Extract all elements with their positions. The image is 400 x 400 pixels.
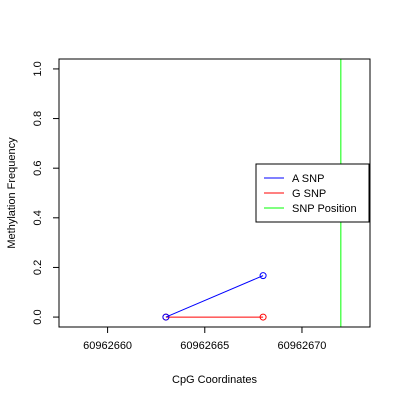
legend-label-a-snp: A SNP [292,173,324,185]
y-axis: 0.0 0.2 0.4 0.6 0.8 1.0 [32,61,60,325]
legend-label-snp-position: SNP Position [292,203,357,215]
a-snp-line [165,275,264,318]
y-tick-label: 0.8 [32,111,44,126]
y-tick-label: 0.6 [32,161,44,176]
a-snp-point [162,313,170,321]
legend: A SNP G SNP SNP Position [255,163,370,223]
x-tick-label: 60962660 [83,340,132,352]
y-axis-label: Methylation Frequency [6,137,18,249]
x-tick-label: 60962665 [180,340,229,352]
x-axis: 60962660 60962665 60962670 [83,326,326,352]
y-tick-label: 0.2 [32,260,44,275]
legend-label-g-snp: G SNP [292,188,326,200]
x-tick-label: 60962670 [277,340,326,352]
x-axis-label: CpG Coordinates [172,374,257,386]
g-snp-point [259,313,267,321]
y-tick-label: 1.0 [32,61,44,76]
y-tick-label: 0.0 [32,309,44,324]
y-tick-label: 0.4 [32,210,44,225]
a-snp-point [259,272,267,280]
